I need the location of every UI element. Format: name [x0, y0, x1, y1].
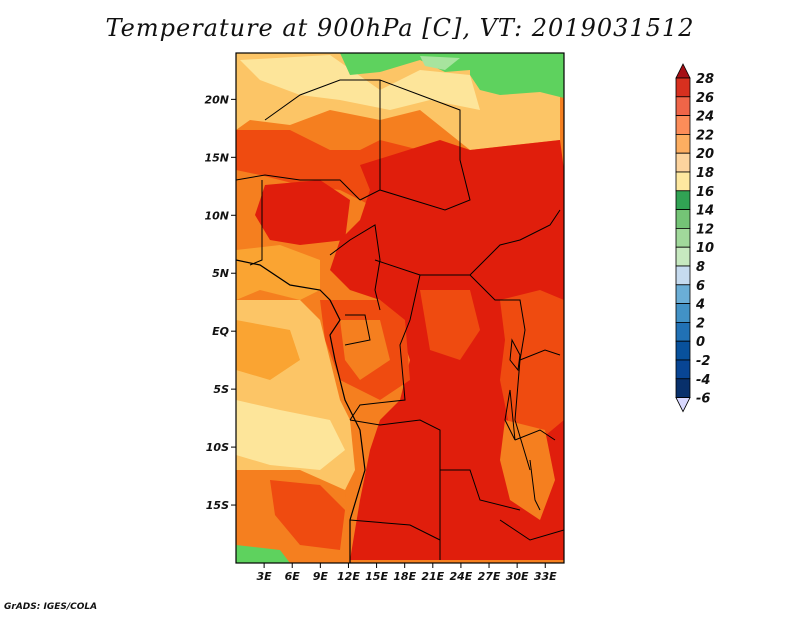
colorbar-swatch — [675, 340, 691, 361]
colorbar-level-label: 24 — [696, 110, 714, 125]
colorbar-level-label: 18 — [696, 166, 714, 181]
border-mozambique — [499, 519, 564, 541]
border-drc-west — [349, 274, 421, 421]
colorbar-level-label: -6 — [696, 392, 710, 407]
band-28c-west — [255, 180, 350, 245]
lon-tick-label: 27E — [478, 570, 501, 583]
colorbar-max-arrow — [675, 63, 691, 79]
colorbar-swatch — [675, 227, 691, 248]
border-cameroon — [329, 224, 381, 311]
border-drc-east — [469, 274, 531, 471]
colorbar-swatch — [675, 96, 691, 117]
map-title: Temperature at 900hPa [C], VT: 201903151… — [105, 14, 695, 42]
lon-tick-label: 15E — [365, 570, 388, 583]
colorbar-swatch — [675, 265, 691, 286]
colorbar-swatch — [675, 171, 691, 192]
lat-tick-label: 20N — [204, 93, 229, 106]
border-angola — [349, 419, 521, 511]
lon-tick-label: 9E — [313, 570, 329, 583]
colorbar-level-label: 28 — [696, 72, 714, 87]
band-14c-north-b — [470, 53, 564, 98]
colorbar-level-label: 20 — [696, 147, 714, 162]
border-namibia — [349, 519, 441, 541]
border-nigeria-north — [236, 174, 361, 201]
colorbar-level-label: 6 — [696, 279, 705, 294]
colorbar-level-label: -2 — [696, 354, 710, 369]
band-14c-south — [236, 545, 290, 563]
band-24c-congo — [340, 320, 390, 380]
lon-tick-label: 6E — [285, 570, 301, 583]
colorbar-swatch — [675, 321, 691, 342]
band-22c-atlantic — [236, 320, 300, 380]
lon-tick-label: 30E — [506, 570, 529, 583]
border-kenya — [519, 349, 561, 361]
colorbar-level-label: 12 — [696, 222, 714, 237]
colorbar-level-label: 2 — [696, 316, 705, 331]
colorbar-level-label: 26 — [696, 91, 714, 106]
band-26c-eastafrica — [500, 290, 564, 440]
colorbar-swatch — [675, 303, 691, 323]
colorbar-swatch — [675, 133, 691, 154]
colorbar-swatch — [675, 152, 691, 173]
colorbar-swatch — [675, 246, 691, 267]
colorbar-level-label: 22 — [696, 128, 714, 143]
lon-tick-label: 33E — [534, 570, 557, 583]
lon-tick-label: 24E — [450, 570, 473, 583]
lake-victoria — [509, 338, 521, 372]
border-gabon — [344, 314, 371, 346]
band-26c-central — [420, 290, 480, 360]
lat-tick-label: 15S — [206, 499, 229, 512]
lon-tick-label: 18E — [393, 570, 416, 583]
lake-tanganyika — [504, 389, 516, 441]
credit-label: GrADS: IGES/COLA — [4, 602, 98, 612]
lon-tick-label: 21E — [421, 570, 444, 583]
lat-tick-label: 15N — [204, 151, 229, 164]
coastline — [236, 259, 366, 563]
colorbar-level-label: 16 — [696, 185, 714, 200]
band-18c-north — [240, 55, 480, 110]
colorbar-swatch — [675, 190, 691, 211]
colorbar-level-label: -4 — [696, 373, 710, 388]
lat-tick-label: EQ — [212, 325, 229, 338]
temperature-field — [236, 53, 564, 563]
colorbar-swatch — [675, 77, 691, 98]
country-borders — [236, 79, 564, 560]
lat-tick-label: 5S — [213, 383, 229, 396]
colorbar-swatch — [675, 378, 691, 398]
colorbar-swatch — [675, 209, 691, 229]
latitude-axis: 20N 15N 10N 5N EQ 5S 10S 15S — [204, 93, 236, 512]
map-frame — [235, 52, 565, 564]
colorbar-swatch — [675, 115, 691, 135]
lon-tick-label: 12E — [337, 570, 360, 583]
band-24c-eastafrica — [500, 420, 555, 520]
border-chad-sudan — [379, 110, 471, 211]
band-18c-atlantic — [236, 400, 345, 470]
colorbar-level-label: 14 — [696, 204, 714, 219]
colorbar-level-label: 8 — [696, 260, 705, 275]
colorbar-min-arrow — [675, 397, 691, 413]
lat-tick-label: 10N — [204, 209, 229, 222]
band-16c-north — [420, 56, 460, 70]
lon-tick-label: 3E — [257, 570, 273, 583]
colorbar-level-label: 10 — [696, 241, 714, 256]
colorbar-swatch — [675, 284, 691, 304]
lake-malawi — [529, 459, 541, 511]
lat-tick-label: 10S — [206, 441, 229, 454]
longitude-axis: 3E 6E 9E 12E 15E 18E 21E 24E 27E 30E 33E — [257, 563, 557, 583]
colorbar-swatch — [675, 359, 691, 380]
colorbar-level-label: 0 — [696, 335, 705, 350]
colorbar-level-label: 4 — [695, 298, 705, 313]
band-26c-southwest — [270, 480, 345, 550]
border-tanzania — [514, 429, 556, 441]
lat-tick-label: 5N — [212, 267, 229, 280]
